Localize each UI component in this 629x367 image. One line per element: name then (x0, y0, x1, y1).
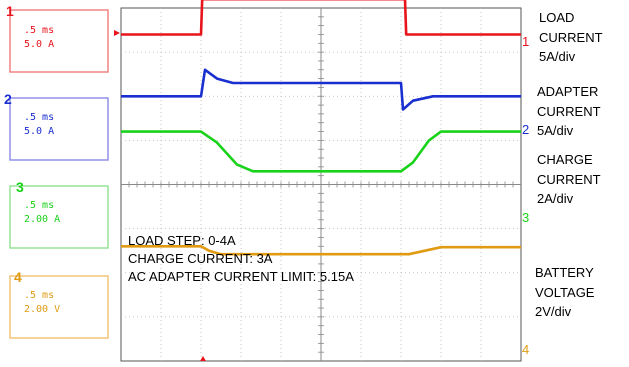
channel-3-time: .5 ms (24, 200, 54, 211)
label-3-line-2: CURRENT (537, 172, 601, 187)
label-1-line-2: CURRENT (539, 30, 603, 45)
trace-charge-current (121, 130, 521, 173)
annotation-adapter-limit: AC ADAPTER CURRENT LIMIT: 5.15A (128, 269, 354, 284)
marker-4: 4 (522, 342, 529, 357)
channel-2-id: 2 (4, 91, 12, 107)
annotation-load-step: LOAD STEP: 0-4A (128, 233, 236, 248)
label-2-line-3: 5A/div (537, 123, 574, 138)
channel-1-scale: 5.0 A (24, 39, 54, 50)
trigger-marker-bottom (200, 356, 206, 361)
marker-2: 2 (522, 122, 529, 137)
label-3-line-3: 2A/div (537, 191, 574, 206)
channel-4-box: 4 .5 ms 2.00 V (9, 269, 109, 339)
channel-3-id: 3 (16, 179, 24, 195)
trace-battery-voltage (121, 245, 521, 256)
marker-3: 3 (522, 210, 529, 225)
channel-1-time: .5 ms (24, 25, 54, 36)
channel-4-id: 4 (14, 269, 22, 285)
label-4-line-1: BATTERY (535, 265, 594, 280)
right-channel-markers: 1 2 3 4 (522, 34, 529, 357)
channel-3-scale: 2.00 A (24, 214, 60, 225)
label-2-line-2: CURRENT (537, 104, 601, 119)
plot-traces (121, 0, 521, 256)
channel-4-time: .5 ms (24, 290, 54, 301)
channel-2-box: 2 .5 ms 5.0 A (4, 91, 109, 161)
annotation-charge-current: CHARGE CURRENT: 3A (128, 251, 273, 266)
label-2-line-1: ADAPTER (537, 84, 598, 99)
trace-adapter-current (121, 68, 521, 111)
label-4-line-2: VOLTAGE (535, 285, 595, 300)
label-3-line-1: CHARGE (537, 152, 593, 167)
trigger-marker-left (114, 30, 120, 36)
label-1-line-1: LOAD (539, 10, 574, 25)
trace-load-current (121, 0, 521, 36)
label-4-line-3: 2V/div (535, 304, 572, 319)
channel-1-id: 1 (6, 3, 14, 19)
channel-3-box: 3 .5 ms 2.00 A (9, 179, 109, 249)
channel-2-time: .5 ms (24, 112, 54, 123)
channel-2-scale: 5.0 A (24, 126, 54, 137)
channel-1-box: 1 .5 ms 5.0 A (6, 3, 109, 73)
channel-info-boxes: 1 .5 ms 5.0 A 2 .5 ms 5.0 A 3 .5 ms 2.00… (4, 3, 109, 339)
channel-4-scale: 2.00 V (24, 304, 60, 315)
plot-grid (121, 8, 521, 361)
marker-1: 1 (522, 34, 529, 49)
label-1-line-3: 5A/div (539, 49, 576, 64)
channel-labels: LOAD CURRENT 5A/div ADAPTER CURRENT 5A/d… (535, 10, 603, 319)
annotation-block: LOAD STEP: 0-4A CHARGE CURRENT: 3A AC AD… (128, 233, 354, 284)
